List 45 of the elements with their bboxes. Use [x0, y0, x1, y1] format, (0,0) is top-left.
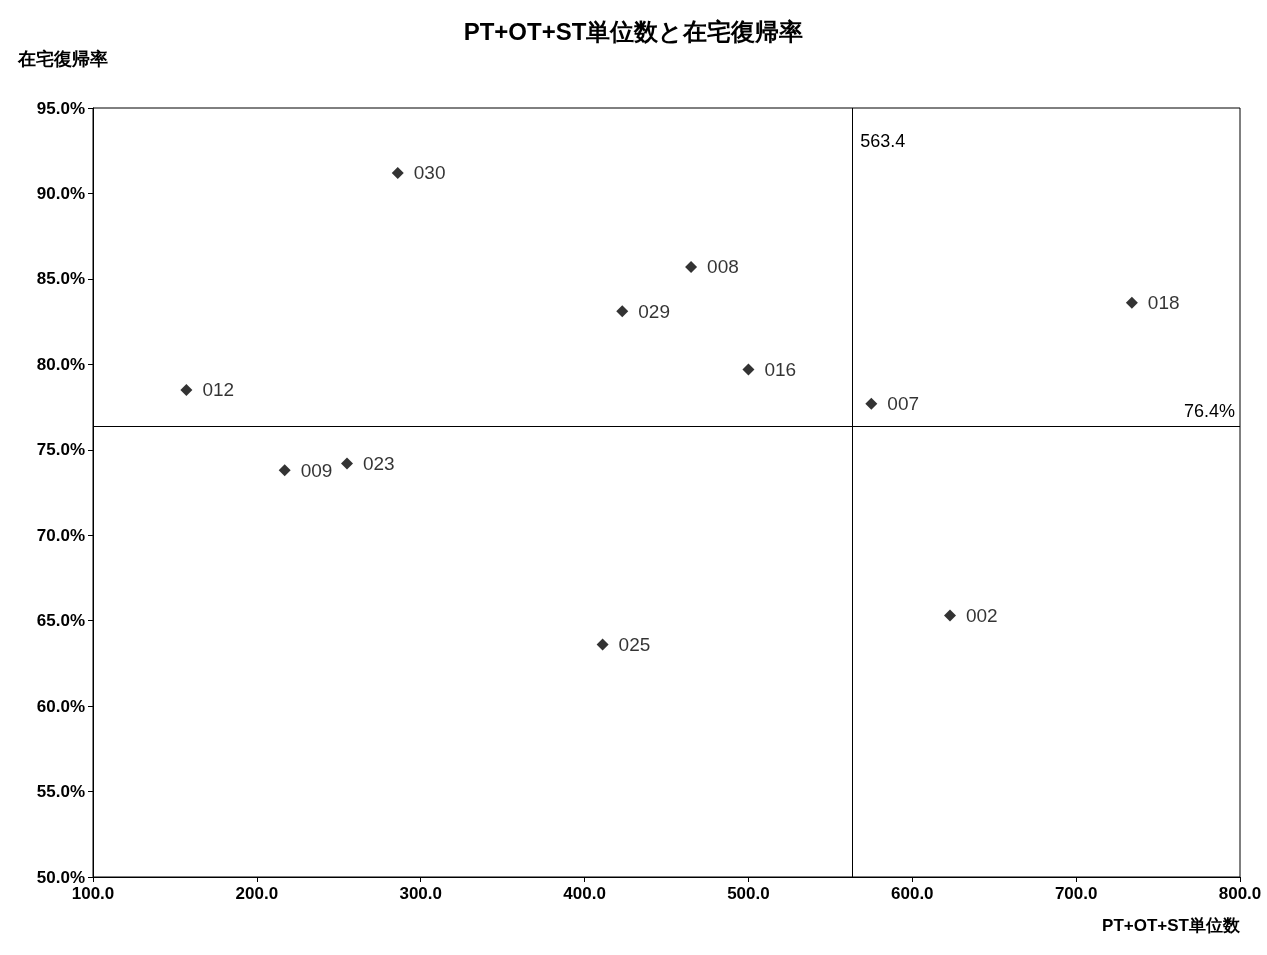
- y-tick-label: 95.0%: [36, 98, 85, 118]
- y-tick-label: 70.0%: [36, 525, 85, 545]
- x-tick-label: 500.0: [727, 884, 770, 903]
- point: [943, 609, 956, 622]
- point: [616, 305, 629, 318]
- point: [180, 383, 193, 396]
- series-label: 016: [764, 358, 797, 380]
- chart-title: PT+OT+ST単位数と在宅復帰率: [463, 17, 804, 45]
- y-tick-label: 80.0%: [36, 354, 85, 374]
- point: [278, 464, 291, 477]
- series-label: 002: [965, 605, 998, 627]
- x-axis-title: PT+OT+ST単位数: [1102, 916, 1241, 935]
- x-tick-label: 800.0: [1218, 884, 1262, 903]
- series-label: 009: [300, 459, 333, 481]
- y-tick-label: 85.0%: [36, 269, 85, 289]
- y-tick-label: 55.0%: [36, 782, 85, 802]
- y-tick-label: 50.0%: [36, 867, 85, 887]
- series-label: 007: [887, 393, 920, 415]
- point: [685, 260, 698, 273]
- x-tick-label: 600.0: [891, 884, 934, 903]
- ref-line-label: 76.4%: [1184, 400, 1236, 421]
- y-tick-label: 75.0%: [36, 440, 85, 460]
- series-label: 018: [1147, 292, 1180, 314]
- x-tick-label: 700.0: [1054, 884, 1098, 903]
- series-label: 029: [638, 300, 670, 322]
- point: [596, 638, 609, 651]
- series-label: 008: [707, 256, 739, 278]
- series-label: 023: [362, 452, 395, 474]
- x-tick-label: 100.0: [71, 884, 115, 903]
- point: [340, 457, 353, 470]
- point: [742, 363, 755, 376]
- ref-line-label: 563.4: [860, 131, 906, 151]
- y-tick-label: 90.0%: [36, 183, 85, 203]
- series-label: 025: [618, 634, 651, 656]
- x-tick-label: 300.0: [399, 884, 442, 903]
- y-tick-label: 60.0%: [36, 696, 85, 716]
- x-tick-label: 400.0: [563, 884, 606, 903]
- point: [865, 397, 878, 410]
- x-tick-label: 200.0: [235, 884, 279, 903]
- point: [391, 166, 404, 179]
- point: [1125, 296, 1138, 309]
- y-tick-label: 65.0%: [36, 611, 85, 631]
- y-axis-title: 在宅復帰率: [17, 49, 108, 69]
- series-label: 030: [413, 162, 446, 184]
- series-label: 012: [202, 379, 235, 401]
